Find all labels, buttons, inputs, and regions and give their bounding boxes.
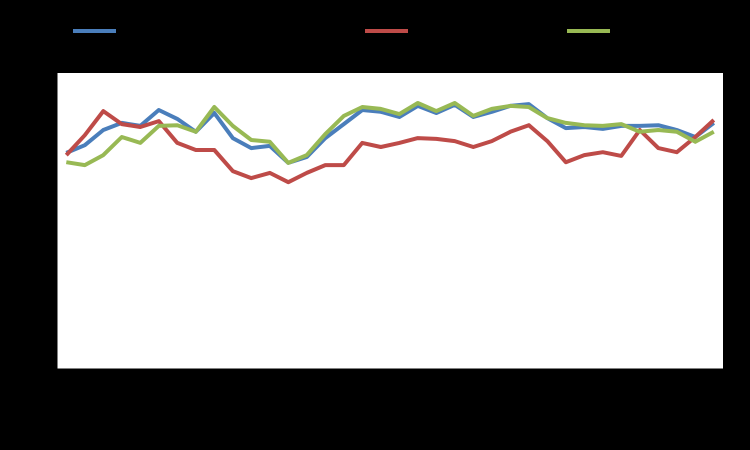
series-line [65,101,715,168]
series-line [64,109,716,185]
plot-area [57,73,723,369]
series-line [65,102,716,165]
